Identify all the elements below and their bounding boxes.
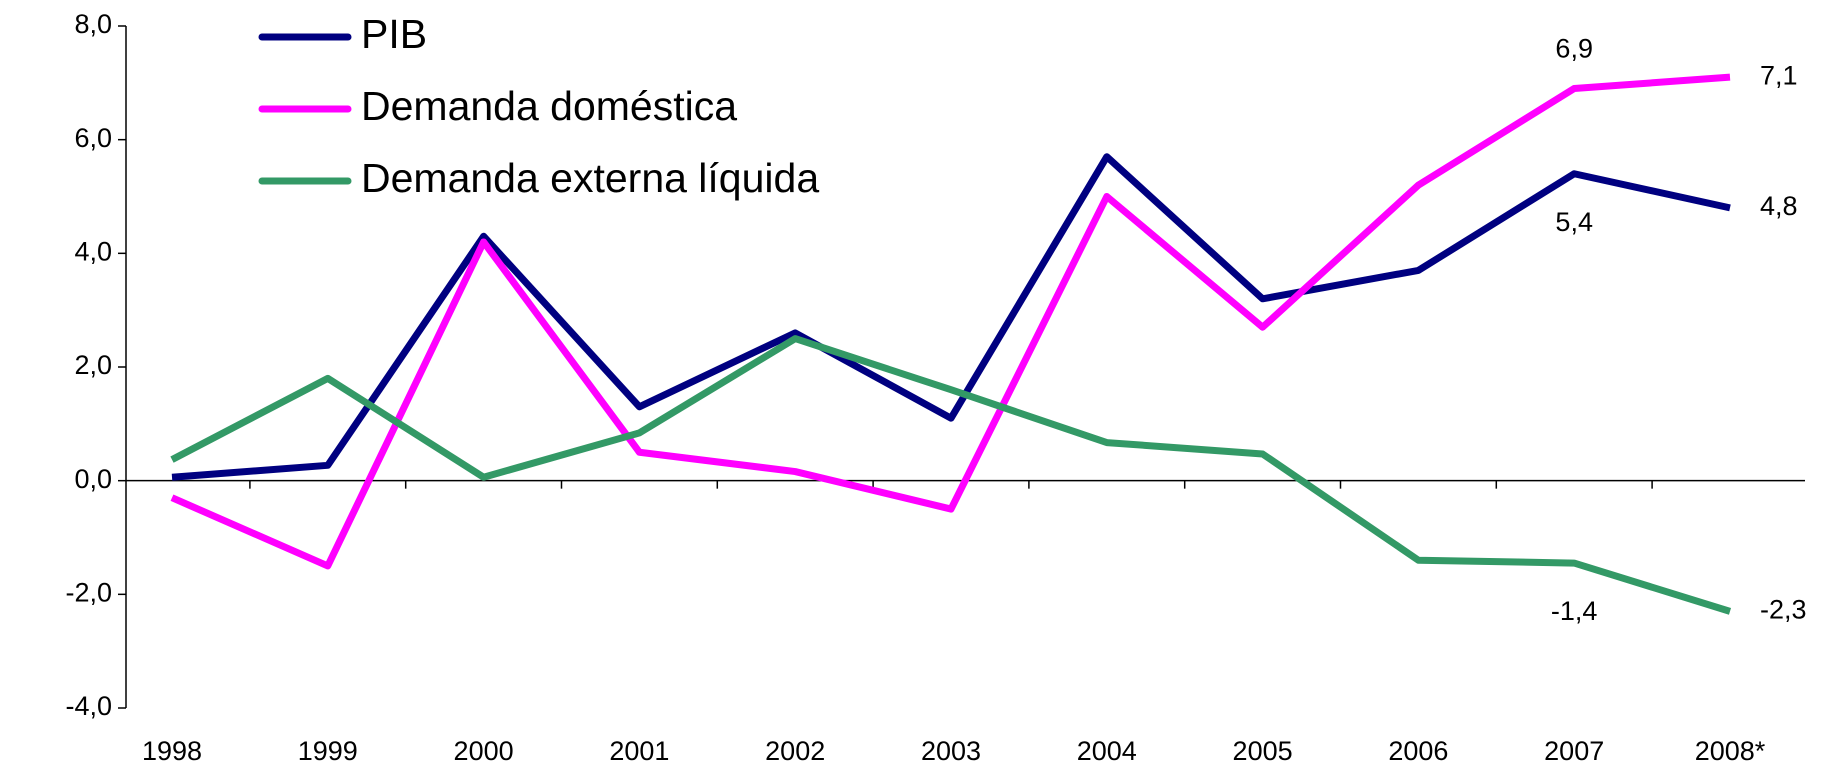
x-tick-label: 2003 (921, 736, 981, 766)
y-tick-label: 0,0 (74, 464, 112, 494)
x-tick-label: 1998 (142, 736, 202, 766)
y-tick-label: -2,0 (65, 577, 112, 607)
y-tick-label: 8,0 (74, 9, 112, 39)
y-tick-label: 2,0 (74, 350, 112, 380)
data-label: -2,3 (1760, 595, 1807, 625)
x-tick-label: 2005 (1233, 736, 1293, 766)
x-tick-label: 2007 (1544, 736, 1604, 766)
x-tick-label: 2002 (765, 736, 825, 766)
x-tick-label: 2008* (1695, 736, 1766, 766)
x-tick-label: 1999 (298, 736, 358, 766)
legend-label: Demanda externa líquida (361, 155, 819, 201)
legend-label: PIB (361, 11, 427, 57)
data-label: 6,9 (1555, 34, 1593, 64)
data-label: -1,4 (1551, 596, 1598, 626)
x-tick-label: 2004 (1077, 736, 1137, 766)
data-label: 7,1 (1760, 60, 1798, 90)
line (171, 153, 1731, 481)
legend-label: Demanda doméstica (361, 83, 737, 129)
x-tick-label: 2006 (1388, 736, 1448, 766)
x-tick-label: 2000 (454, 736, 514, 766)
x-tick-label: 2001 (609, 736, 669, 766)
data-label: 4,8 (1760, 191, 1798, 221)
data-label: 5,4 (1555, 207, 1593, 237)
line (170, 335, 1732, 615)
y-tick-label: 4,0 (74, 236, 112, 266)
y-tick-label: -4,0 (65, 691, 112, 721)
y-tick-label: 6,0 (74, 123, 112, 153)
line (170, 73, 1731, 570)
